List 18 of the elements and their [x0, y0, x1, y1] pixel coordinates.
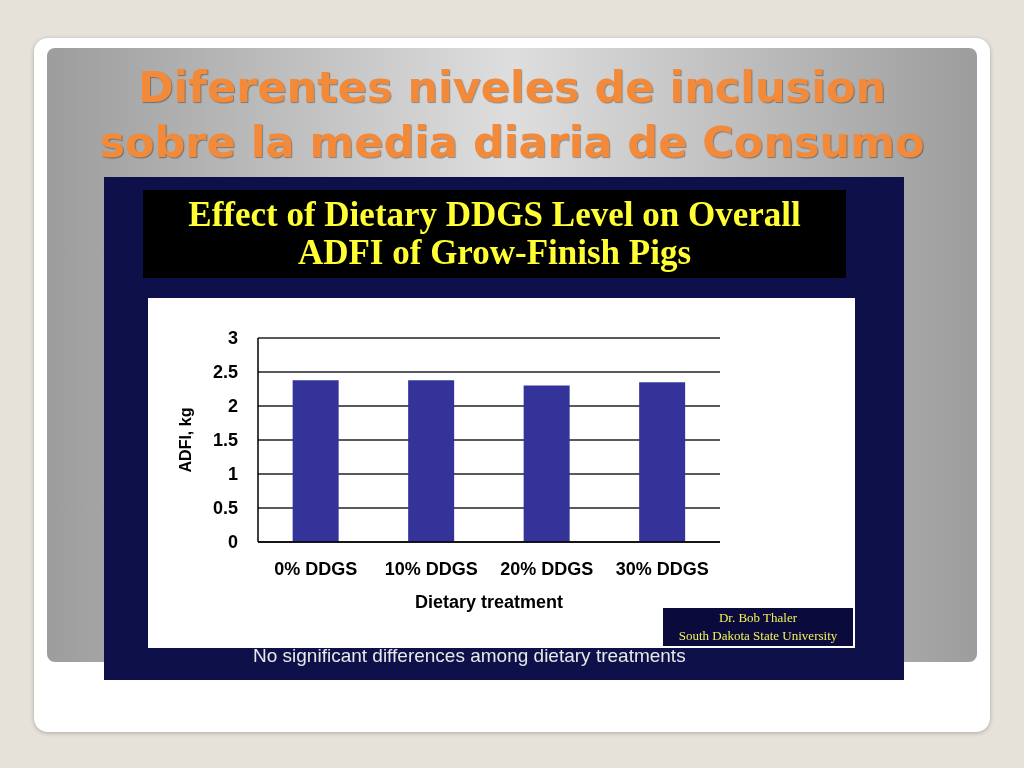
- y-tick-label: 1.5: [212, 430, 238, 451]
- x-tick-label: 30% DDGS: [615, 558, 709, 579]
- text: No significant differences among dietary treatments: [253, 645, 686, 667]
- y-tick-label: 3: [227, 328, 238, 349]
- y-tick-label: 0: [227, 532, 238, 553]
- y-axis-title: ADFI, kg: [176, 407, 194, 473]
- x-tick-label: 10% DDGS: [384, 558, 478, 579]
- y-tick-label: 1: [227, 464, 238, 485]
- x-tick-label: 0% DDGS: [274, 558, 358, 579]
- y-tick-label: 0.5: [212, 498, 238, 519]
- text: South Dakota State University: [678, 627, 838, 645]
- y-tick-label: 2.5: [212, 362, 238, 383]
- chart-title: Diferentes niveles de inclusion sobre la media diaria de Consumo: [98, 61, 926, 169]
- chart-subtitle: Effect of Dietary DDGS Level on Overall ADFI of Grow-Finish Pigs: [187, 195, 802, 272]
- y-tick-label: 2: [227, 396, 238, 417]
- text: Dr. Bob Thaler: [718, 609, 798, 627]
- x-tick-label: 20% DDGS: [500, 558, 594, 579]
- x-axis-title: Dietary treatment: [414, 592, 564, 612]
